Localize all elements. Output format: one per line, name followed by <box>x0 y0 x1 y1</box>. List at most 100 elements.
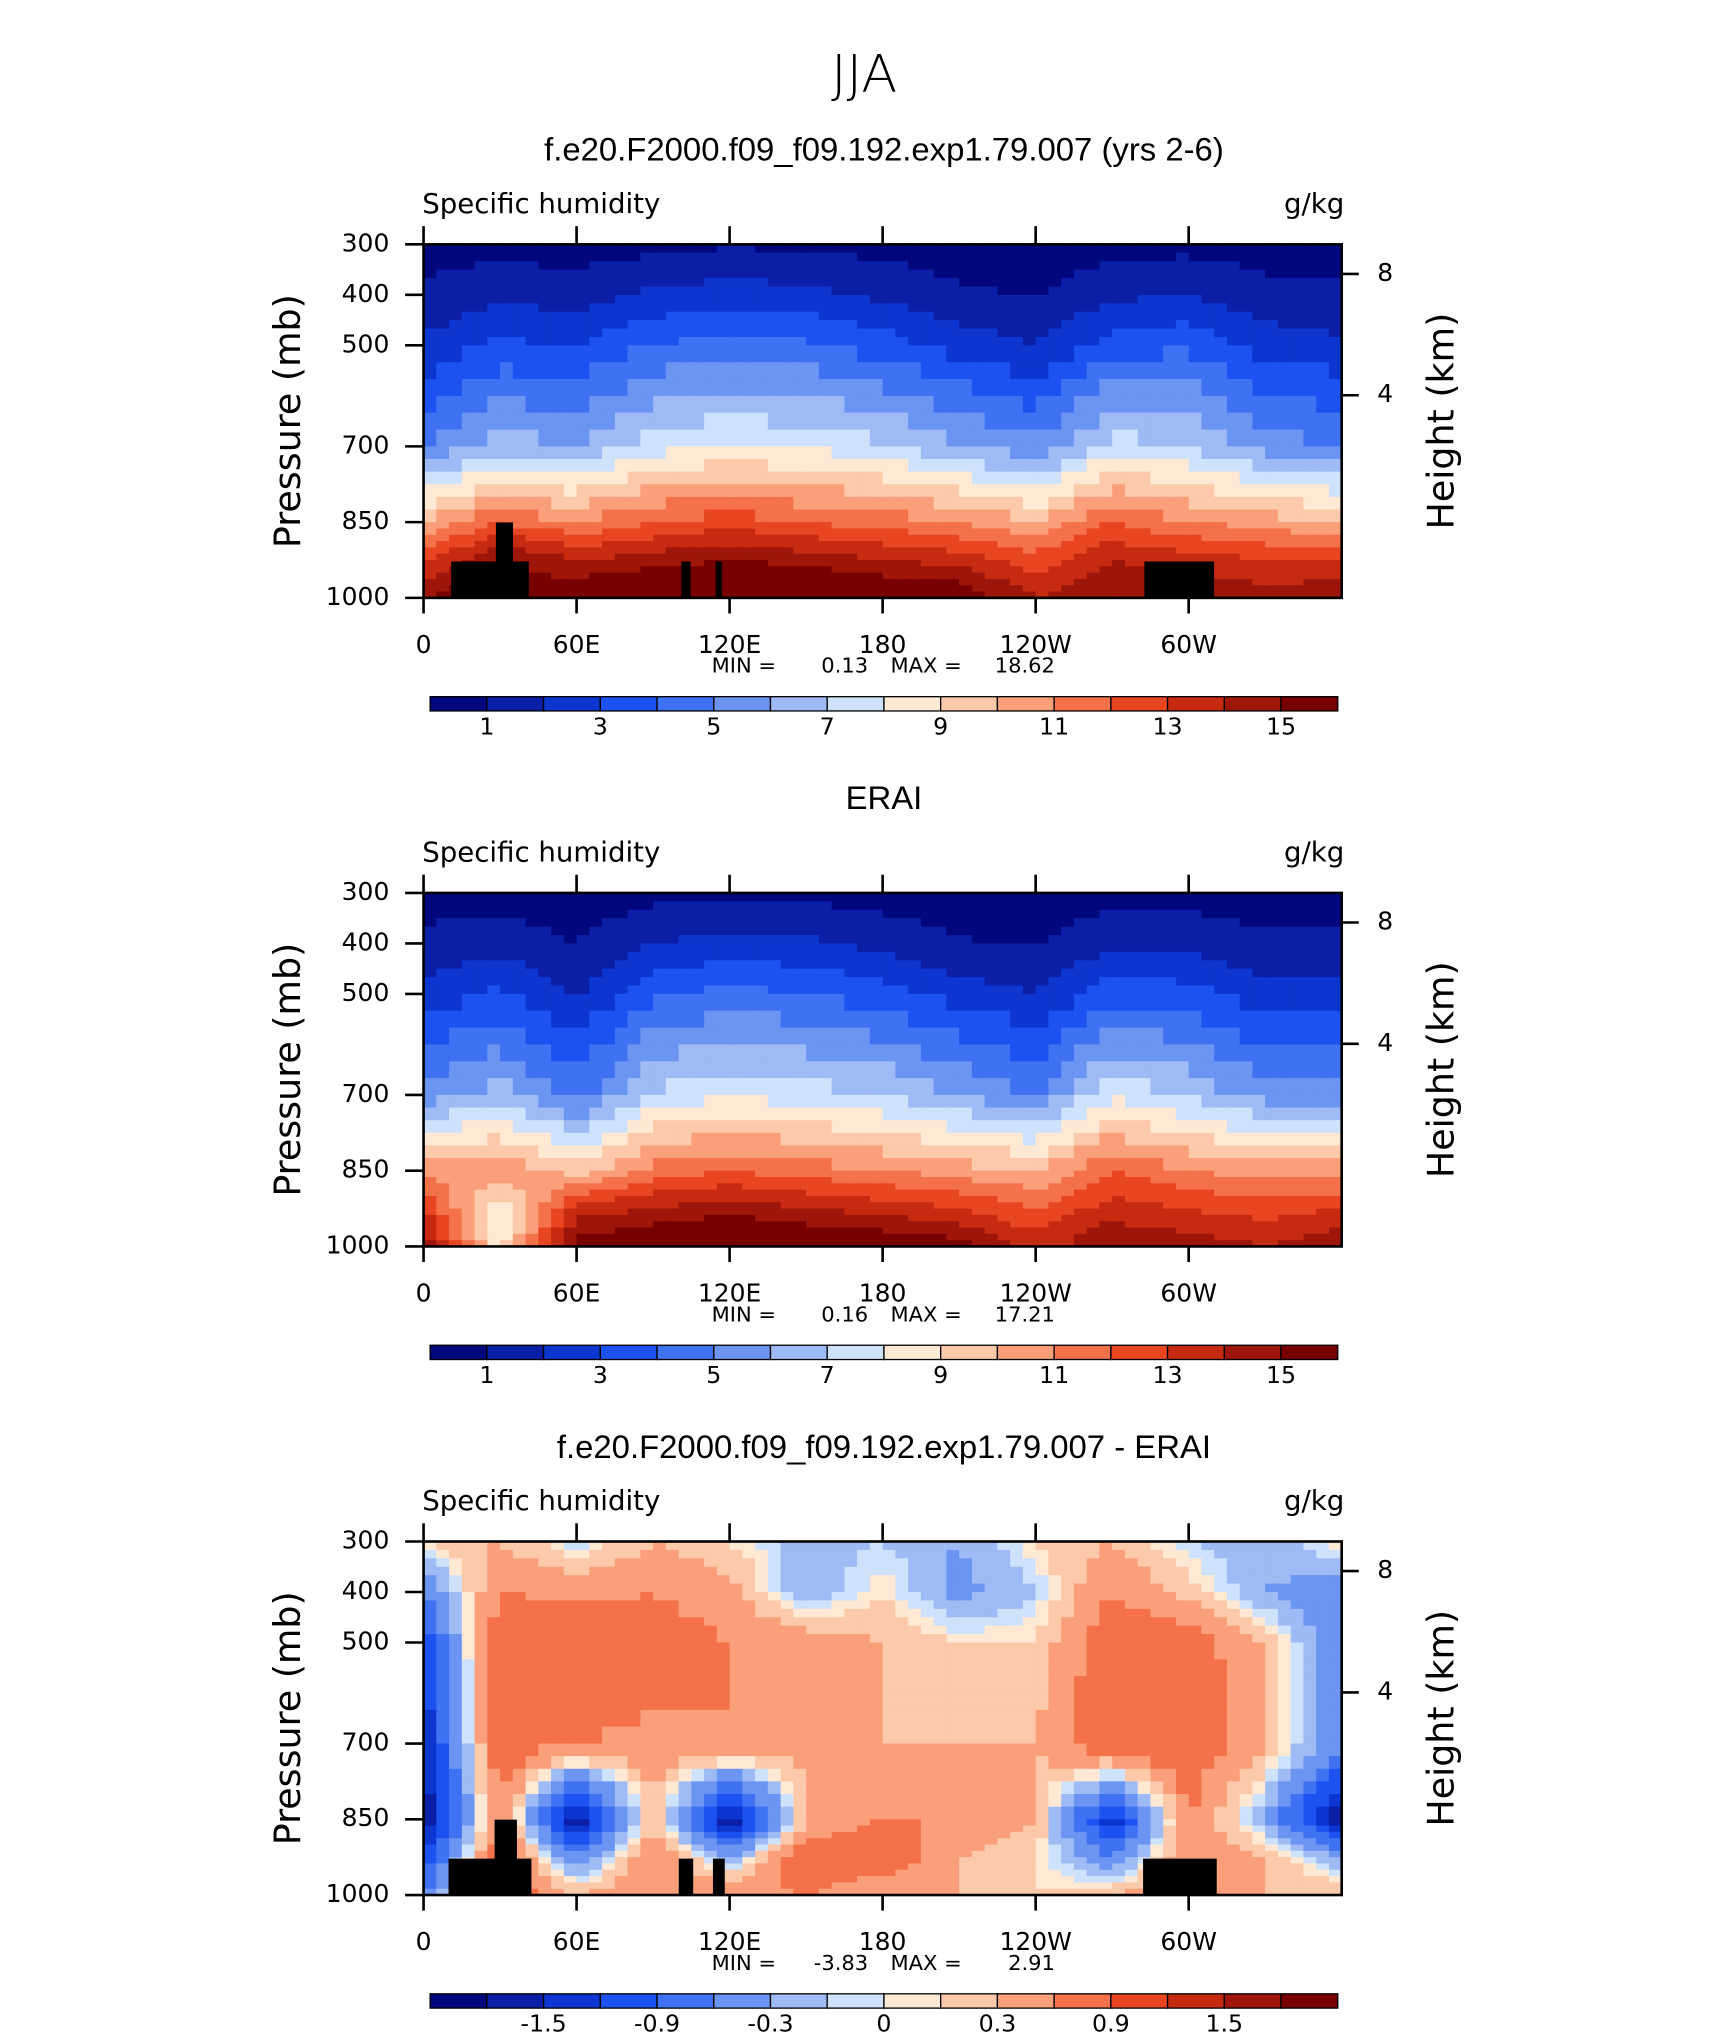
contour-cell <box>602 311 616 321</box>
contour-cell <box>1303 1132 1317 1147</box>
contour-cell <box>512 1233 527 1241</box>
contour-cell <box>1328 522 1343 530</box>
contour-cell <box>1048 522 1062 530</box>
contour-cell <box>1214 294 1228 305</box>
contour-cell <box>551 345 565 363</box>
contour-cell <box>614 968 629 978</box>
contour-cell <box>1188 1120 1203 1134</box>
contour-cell <box>806 1010 820 1029</box>
contour-cell <box>1112 892 1126 903</box>
contour-cell <box>1086 553 1101 561</box>
contour-cell <box>436 294 450 305</box>
contour-cell <box>780 395 795 414</box>
contour-cell <box>487 541 501 549</box>
contour-cell <box>589 968 603 978</box>
contour-cell <box>1239 252 1254 262</box>
contour-cell <box>653 294 667 305</box>
contour-cell <box>614 985 629 995</box>
contour-cell <box>589 943 603 953</box>
contour-cell <box>551 1120 565 1134</box>
contour-cell <box>538 901 552 911</box>
contour-cell <box>691 572 705 580</box>
contour-cell <box>423 1177 438 1185</box>
contour-cell <box>959 566 973 574</box>
contour-cell <box>857 1132 871 1147</box>
contour-cell <box>563 1177 578 1185</box>
contour-cell <box>602 968 616 978</box>
contour-cell <box>1188 951 1203 962</box>
contour-cell <box>691 968 705 978</box>
contour-cell <box>1201 429 1215 448</box>
contour-cell <box>716 1183 731 1191</box>
contour-cell <box>818 547 833 555</box>
contour-cell <box>1239 429 1254 448</box>
contour-cell <box>1022 977 1037 987</box>
contour-cell <box>1316 244 1330 254</box>
contour-cell <box>1188 303 1203 313</box>
contour-cell <box>1290 362 1305 380</box>
contour-cell <box>1316 345 1330 363</box>
contour-cell <box>691 509 705 523</box>
contour-cell <box>806 1044 820 1063</box>
contour-cell <box>908 362 922 380</box>
contour-cell <box>423 429 438 448</box>
contour-cell <box>423 926 438 936</box>
contour-cell <box>1137 484 1152 498</box>
contour-cell <box>933 320 948 330</box>
contour-cell <box>1150 951 1164 962</box>
contour-cell <box>500 261 514 271</box>
contour-cell <box>780 446 795 460</box>
contour-cell <box>1137 935 1152 945</box>
contour-cell <box>1035 362 1050 380</box>
contour-cell <box>1252 578 1266 587</box>
contour-cell <box>755 1107 769 1121</box>
contour-cell <box>806 1170 820 1178</box>
contour-cell <box>933 985 948 995</box>
contour-cell <box>818 294 833 305</box>
contour-cell <box>653 522 667 530</box>
contour-cell <box>436 1177 450 1185</box>
contour-cell <box>844 252 858 262</box>
contour-cell <box>487 1195 501 1204</box>
contour-cell <box>512 303 527 313</box>
contour-cell <box>844 1044 858 1063</box>
contour-cell <box>691 1233 705 1241</box>
contour-cell <box>1175 1107 1190 1121</box>
contour-cell <box>512 294 527 305</box>
y-axis-label: Pressure (mb) <box>266 294 309 548</box>
contour-cell <box>1303 918 1317 928</box>
contour-cell <box>1073 585 1088 593</box>
contour-cell <box>729 1145 744 1159</box>
contour-cell <box>806 935 820 945</box>
contour-cell <box>984 471 999 486</box>
contour-cell <box>1328 446 1343 460</box>
contour-cell <box>729 977 744 987</box>
contour-cell <box>653 572 667 580</box>
contour-cell <box>984 960 999 970</box>
contour-cell <box>653 591 667 599</box>
contour-cell <box>678 909 693 919</box>
contour-cell <box>1265 1010 1279 1029</box>
contour-cell <box>474 1177 489 1185</box>
contour-cell <box>640 977 654 987</box>
contour-cell <box>1265 918 1279 928</box>
contour-cell <box>1124 311 1139 321</box>
contour-cell <box>971 918 986 928</box>
contour-cell <box>653 496 667 511</box>
contour-cell <box>665 1202 680 1210</box>
contour-cell <box>806 1120 820 1134</box>
contour-cell <box>1137 379 1152 397</box>
contour-cell <box>1290 951 1305 962</box>
contour-cell <box>1048 1132 1062 1147</box>
contour-cell <box>640 1010 654 1029</box>
contour-cell <box>908 1170 922 1178</box>
contour-cell <box>512 471 527 486</box>
contour-cell <box>436 1221 450 1229</box>
contour-cell <box>678 496 693 511</box>
contour-cell <box>1137 269 1152 279</box>
contour-cell <box>933 926 948 936</box>
contour-cell <box>1150 1177 1164 1185</box>
contour-cell <box>1252 1027 1266 1046</box>
contour-cell <box>1048 269 1062 279</box>
contour-cell <box>423 286 438 296</box>
